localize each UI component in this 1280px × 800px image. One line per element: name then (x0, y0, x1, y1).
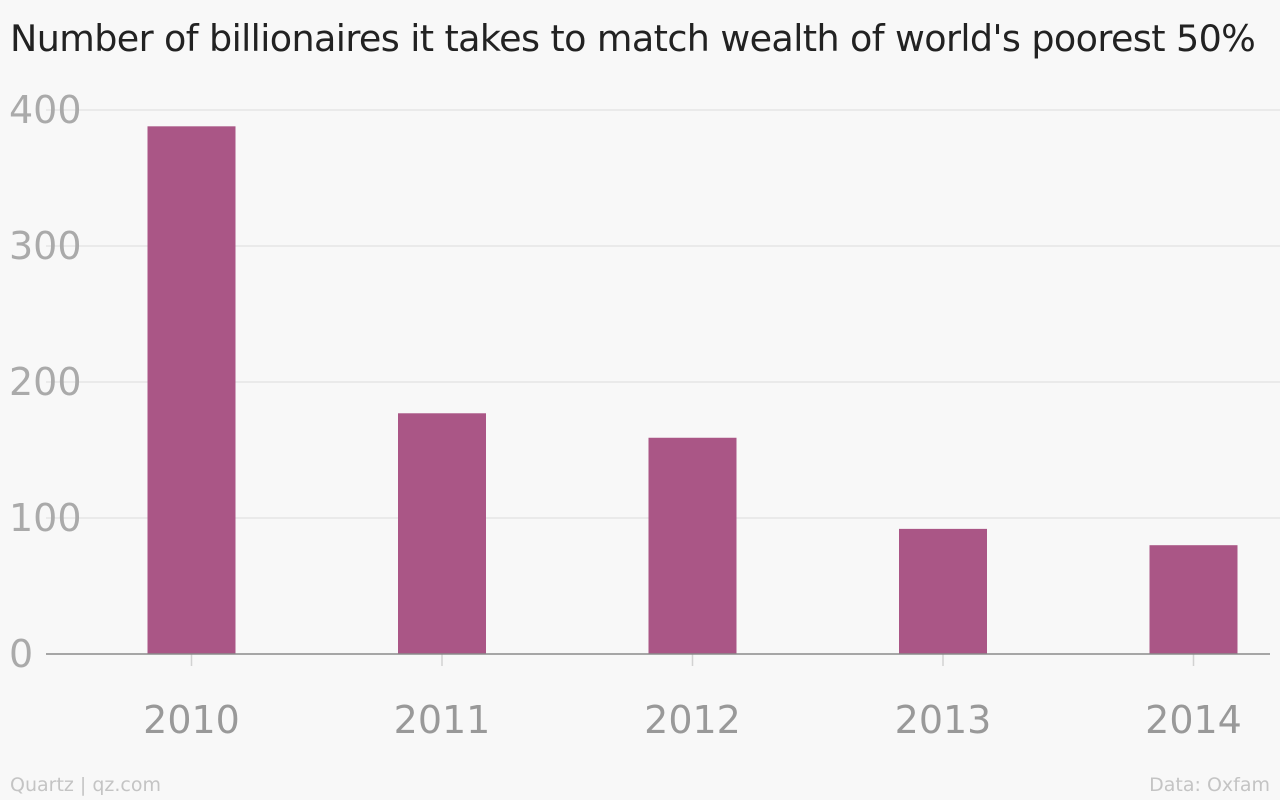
x-axis (46, 653, 1270, 666)
credit-label: Quartz | qz.com (10, 774, 162, 796)
y-tick-label: 400 (9, 88, 82, 132)
bar-2012 (648, 437, 737, 654)
y-tick-label: 100 (9, 496, 82, 540)
bar-2011 (398, 413, 486, 654)
x-tick-label: 2013 (895, 698, 992, 742)
y-axis-labels: 0 100 200 300 400 (9, 88, 82, 676)
gridlines (46, 109, 1280, 519)
x-tick-label: 2012 (644, 698, 741, 742)
chart-title: Number of billionaires it takes to match… (10, 17, 1256, 60)
x-tick-label: 2011 (394, 698, 491, 742)
bars (147, 126, 1238, 654)
y-tick-label: 300 (9, 224, 82, 268)
source-label: Data: Oxfam (1149, 774, 1270, 796)
x-tick-label: 2014 (1145, 698, 1242, 742)
x-axis-labels: 2010 2011 2012 2013 2014 (143, 698, 1242, 742)
bar-2014 (1149, 545, 1238, 654)
bar-chart: 0 100 200 300 400 2010 2011 2012 2013 2014 (9, 88, 1280, 742)
y-tick-label: 0 (9, 632, 33, 676)
bar-2010 (147, 126, 236, 654)
bar-2013 (899, 528, 987, 654)
y-tick-label: 200 (9, 360, 82, 404)
x-tick-label: 2010 (143, 698, 240, 742)
